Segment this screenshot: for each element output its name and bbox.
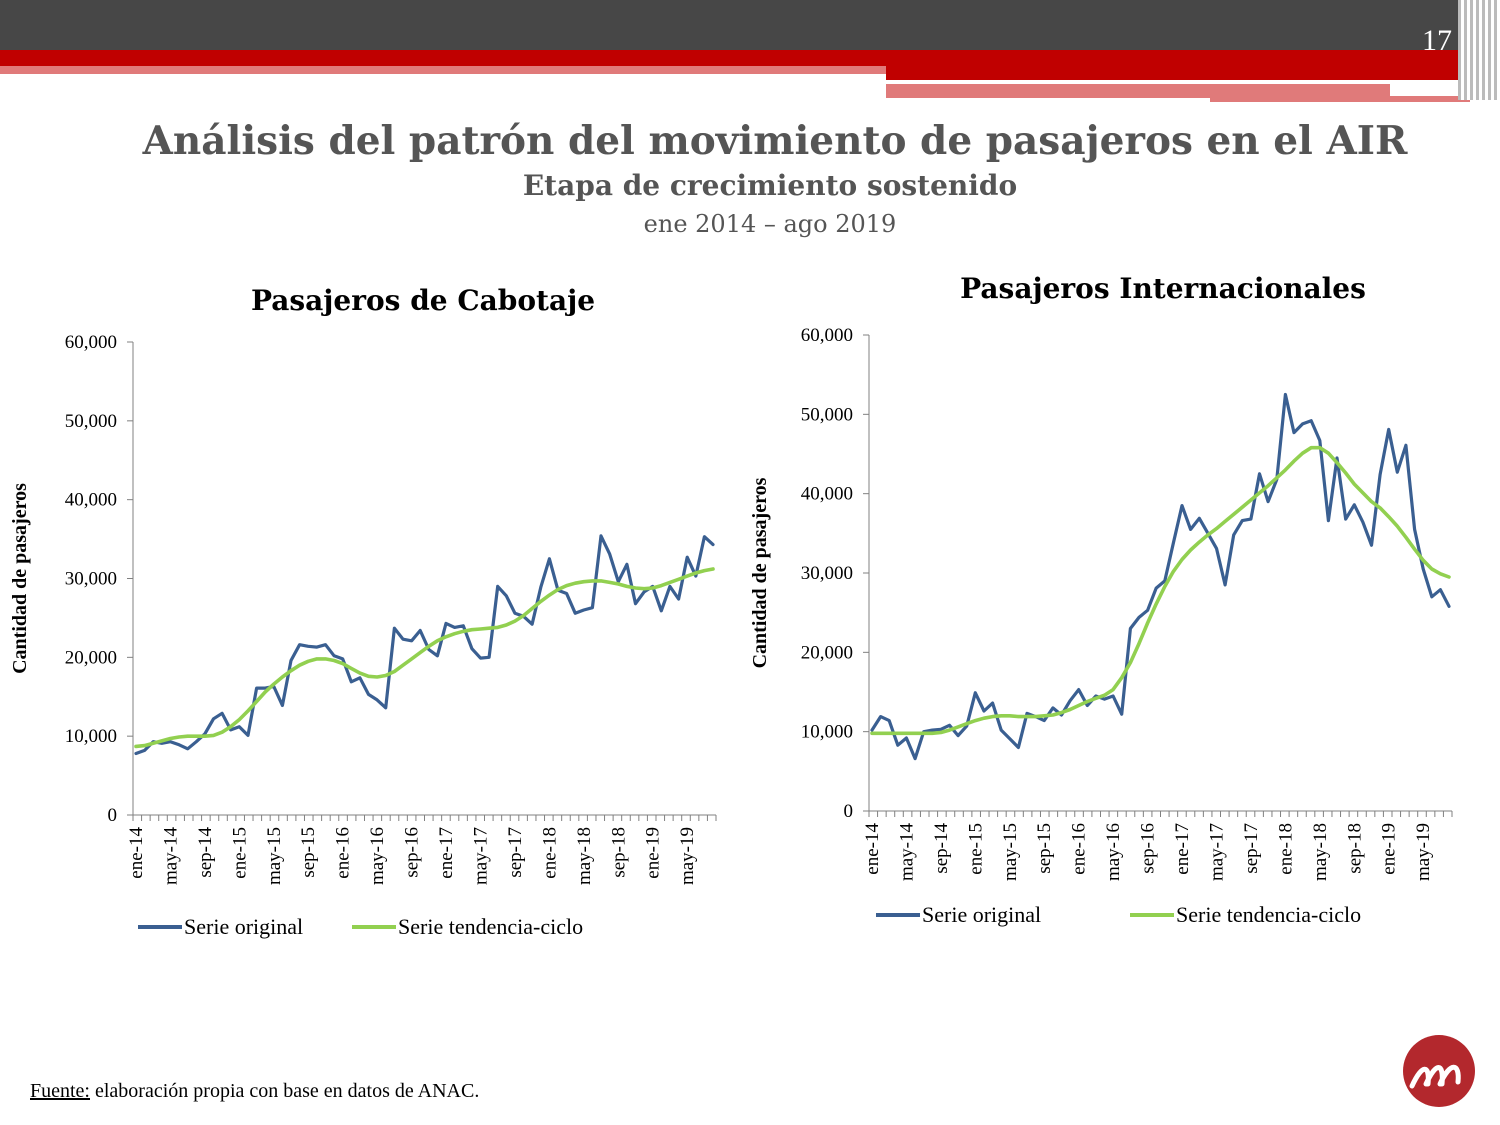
header-pink-band	[0, 66, 886, 74]
y-tick-label: 60,000	[801, 325, 853, 346]
x-tick-label: sep-16	[402, 827, 423, 878]
x-tick-label: ene-17	[436, 827, 457, 879]
x-tick-label: ene-15	[965, 823, 986, 875]
y-tick-label: 20,000	[65, 647, 117, 668]
logo-swirl-icon	[1403, 1035, 1475, 1107]
header-stripes	[1458, 0, 1500, 100]
x-tick-label: ene-18	[1275, 823, 1296, 875]
chart-title-cabotaje: Pasajeros de Cabotaje	[250, 284, 596, 317]
header-red-band-right	[886, 66, 1486, 80]
x-tick-label: may-15	[1000, 823, 1021, 881]
x-tick-label: may-16	[367, 827, 388, 885]
header-pink-band-right-lower	[1210, 96, 1470, 102]
x-tick-label: sep-18	[1344, 823, 1365, 874]
x-tick-label: may-19	[1413, 823, 1434, 881]
x-tick-label: ene-14	[126, 827, 147, 879]
x-tick-label: may-14	[160, 827, 181, 886]
x-tick-label: ene-16	[1069, 823, 1090, 875]
y-tick-label: 10,000	[801, 722, 853, 743]
x-tick-label: sep-15	[298, 827, 319, 878]
x-tick-label: ene-17	[1172, 823, 1193, 875]
source-text: elaboración propia con base en datos de …	[90, 1080, 480, 1102]
y-tick-label: 60,000	[65, 332, 117, 353]
series-line-trend	[134, 567, 715, 749]
x-tick-label: ene-15	[229, 827, 250, 879]
slide-period: ene 2014 – ago 2019	[643, 210, 897, 238]
chart-internacionales: 0 10,000 20,000 30,000 40,000 50,000 60,000 ene…	[749, 325, 1453, 927]
x-tick-label: may-17	[1206, 823, 1227, 881]
chart-title-internacionales: Pasajeros Internacionales	[960, 272, 1366, 305]
y-axis-label: Cantidad de pasajeros	[9, 483, 31, 674]
y-tick-label: 30,000	[801, 563, 853, 584]
y-tick-label: 50,000	[65, 411, 117, 432]
x-tick-label: may-18	[574, 827, 595, 885]
legend-label: Serie tendencia-ciclo	[398, 914, 583, 939]
y-tick-label: 20,000	[801, 642, 853, 663]
slide-title: Análisis del patrón del movimiento de pa…	[142, 118, 1408, 164]
source-label: Fuente:	[30, 1080, 90, 1102]
y-tick-label: 40,000	[801, 484, 853, 505]
x-tick-label: ene-16	[333, 827, 354, 879]
series-line-original	[870, 392, 1451, 761]
x-tick-label: ene-14	[862, 823, 883, 875]
y-tick-label: 50,000	[801, 404, 853, 425]
x-tick-label: may-19	[677, 827, 698, 885]
x-tick-label: sep-16	[1138, 823, 1159, 874]
x-tick-label: sep-14	[195, 827, 216, 878]
y-tick-label: 0	[108, 805, 118, 826]
slide-subtitle: Etapa de crecimiento sostenido	[522, 169, 1018, 202]
header-bar	[0, 0, 1500, 50]
source-note: Fuente: elaboración propia con base en d…	[30, 1080, 479, 1103]
y-tick-label: 10,000	[65, 726, 117, 747]
x-tick-label: may-14	[896, 823, 917, 882]
y-tick-label: 0	[844, 801, 854, 822]
series-line-trend	[870, 445, 1451, 736]
legend-label: Serie original	[922, 902, 1041, 927]
page-number: 17	[1422, 24, 1452, 57]
x-tick-label: sep-18	[608, 827, 629, 878]
x-tick-label: may-18	[1310, 823, 1331, 881]
legend-label: Serie tendencia-ciclo	[1176, 902, 1361, 927]
x-tick-label: ene-19	[1379, 823, 1400, 875]
header-red-band	[0, 50, 1500, 66]
x-tick-label: sep-17	[1241, 823, 1262, 874]
legend-label: Serie original	[184, 914, 303, 939]
x-tick-label: may-17	[470, 827, 491, 885]
y-axis-label: Cantidad de pasajeros	[749, 477, 771, 668]
x-tick-label: sep-14	[931, 823, 952, 874]
chart-cabotaje: 0 10,000 20,000 30,000 40,000 50,000 60,000 ene…	[9, 332, 717, 939]
x-tick-label: sep-17	[505, 827, 526, 878]
y-tick-label: 30,000	[65, 569, 117, 590]
x-tick-label: may-16	[1103, 823, 1124, 881]
x-tick-label: may-15	[264, 827, 285, 885]
series-line-original	[134, 534, 715, 756]
y-tick-label: 40,000	[65, 490, 117, 511]
x-tick-label: ene-18	[539, 827, 560, 879]
x-tick-label: ene-19	[643, 827, 664, 879]
header-pink-band-right	[886, 84, 1390, 98]
x-tick-label: sep-15	[1034, 823, 1055, 874]
